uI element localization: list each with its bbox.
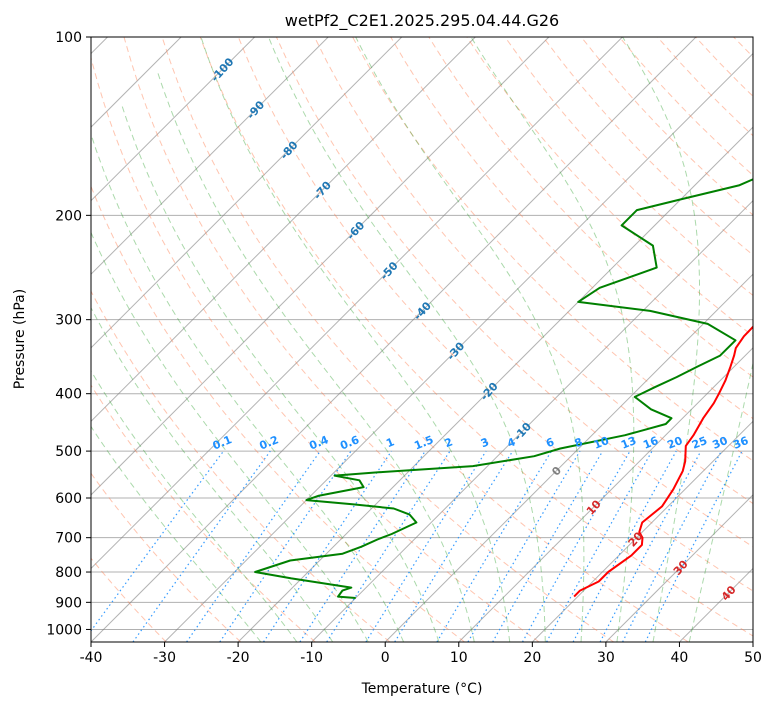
mixing-ratio-line [436, 450, 553, 642]
mixing-ratio-line [186, 450, 321, 642]
moist-adiabat-line [688, 361, 753, 642]
moist-adiabat-line [121, 104, 440, 642]
dry-adiabat-line [352, 37, 753, 462]
x-tick-label: 30 [597, 650, 615, 666]
moist-adiabat-line [355, 37, 585, 642]
x-tick-label: 40 [671, 650, 689, 666]
dry-adiabat-line [91, 185, 465, 642]
x-tick-label: -20 [227, 650, 250, 666]
y-tick-label: 1000 [46, 622, 82, 638]
mixing-ratio-line [572, 450, 677, 642]
isotherm-line [384, 273, 753, 642]
mixing-ratio-label: 30 [711, 434, 730, 452]
dry-adiabat-line [314, 37, 753, 505]
isotherm-line [91, 37, 329, 275]
y-axis-title: Pressure (hPa) [12, 289, 28, 389]
y-tick-label: 900 [55, 595, 82, 611]
background-lines [91, 37, 753, 642]
dry-adiabat-line [390, 37, 753, 420]
isotherm-line [531, 420, 753, 642]
dry-adiabat-line [237, 37, 753, 592]
dry-adiabat-line [91, 290, 391, 642]
isotherm-line [91, 37, 623, 570]
temperature-profile-line [573, 325, 753, 598]
isotherm-line [91, 37, 550, 496]
moist-adiabat-line [91, 132, 405, 642]
y-tick-label: 300 [55, 313, 82, 329]
mixing-ratio-line [132, 450, 271, 642]
x-tick-label: -40 [80, 650, 103, 666]
moist-adiabat-line [157, 72, 475, 642]
dry-adiabat-line [91, 472, 242, 642]
mixing-ratio-line [299, 450, 426, 642]
mixing-ratio-label: 3 [479, 435, 491, 450]
mixing-ratio-line [365, 450, 487, 642]
x-tick-label: -30 [153, 650, 176, 666]
mixing-ratio-label: 1 [384, 435, 396, 450]
mixing-ratio-label: 25 [690, 434, 709, 452]
mixing-ratio-label: 2 [443, 435, 455, 450]
isotherm-line [91, 37, 697, 642]
x-axis-title: Temperature (°C) [361, 681, 483, 697]
y-tick-label: 200 [55, 208, 82, 224]
dry-adiabat-line [91, 384, 316, 642]
y-tick-label: 600 [55, 491, 82, 507]
mixing-ratio-label: 16 [641, 434, 660, 452]
x-tick-label: 20 [523, 650, 541, 666]
moist-adiabat-line [91, 425, 262, 642]
dry-adiabat-line [161, 37, 689, 642]
axes: -40 -30 -20 -10 0 10 20 30 40 50 100 200 300 400 500 60… [46, 30, 762, 666]
y-tick-label: 100 [55, 30, 82, 46]
isotherm-line [164, 52, 753, 642]
isotherm-line [91, 37, 256, 202]
mixing-ratio-label: 8 [573, 435, 585, 450]
dry-adiabat-line [199, 37, 753, 637]
isotherm-line [91, 37, 403, 349]
mixing-ratio-line [394, 450, 514, 642]
moist-adiabat-line [268, 37, 546, 642]
mixing-ratio-line [326, 450, 451, 642]
mixing-ratio-line [219, 450, 352, 642]
mixing-ratio-label: 20 [665, 434, 684, 452]
x-tick-label: 10 [450, 650, 468, 666]
profile-lines [254, 178, 753, 599]
moist-adiabat-line [91, 306, 334, 642]
y-tick-label: 700 [55, 531, 82, 547]
y-tick-label: 500 [55, 444, 82, 460]
y-tick-label: 800 [55, 565, 82, 581]
isotherm-line [91, 37, 476, 423]
mixing-ratio-label: 13 [619, 434, 638, 452]
moist-adiabat-line [91, 231, 369, 642]
mixing-ratio-line [262, 450, 392, 642]
dry-adiabat-line [275, 37, 753, 548]
mixing-ratio-line [467, 450, 581, 642]
x-tick-label: 50 [744, 650, 762, 666]
dry-adiabat-line [123, 37, 614, 642]
isotherm-line [311, 199, 753, 642]
dry-adiabat-line [428, 37, 753, 378]
isotherm-line [237, 126, 753, 642]
dry-adiabat-line [504, 37, 753, 296]
dry-adiabat-line [466, 37, 753, 337]
dry-adiabat-line [91, 55, 540, 642]
mixing-ratio-line [599, 450, 702, 642]
mixing-ratio-label: 10 [592, 434, 611, 452]
moist-adiabat-line [200, 37, 511, 642]
x-tick-label: -10 [300, 650, 323, 666]
chart-title: wetPf2_C2E1.2025.295.04.44.G26 [285, 11, 559, 31]
dewpoint-profile-line [254, 178, 753, 599]
x-tick-label: 0 [381, 650, 390, 666]
y-tick-label: 400 [55, 387, 82, 403]
isotherm-line [458, 347, 753, 642]
mixing-ratio-label: 36 [731, 434, 750, 452]
moist-adiabat-line [622, 37, 700, 642]
isotherm-line [605, 494, 753, 642]
moist-adiabat-line [91, 369, 298, 642]
plot-frame [90, 36, 754, 643]
